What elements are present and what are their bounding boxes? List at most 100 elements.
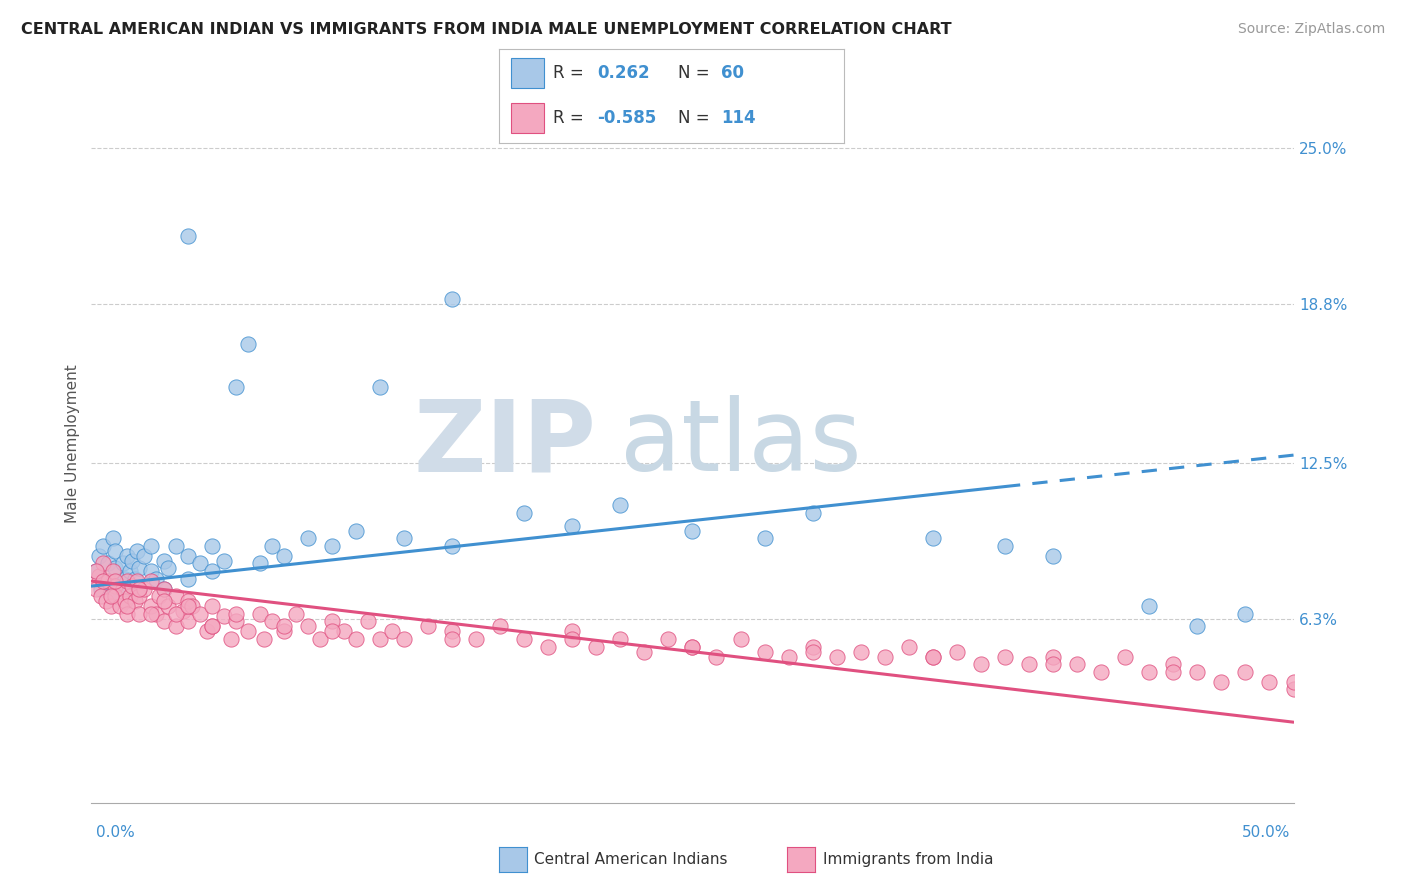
Point: [440, 539, 463, 553]
Point: [141, 539, 163, 553]
Point: [94, 574, 117, 588]
Point: [1042, 649, 1064, 664]
Point: [1090, 665, 1112, 679]
Point: [513, 506, 536, 520]
Point: [125, 544, 148, 558]
Point: [1137, 599, 1160, 614]
Point: [946, 645, 969, 659]
Point: [93, 539, 115, 553]
Point: [165, 607, 187, 621]
Point: [87, 569, 110, 583]
Text: 0.0%: 0.0%: [96, 825, 135, 840]
Bar: [512, 103, 544, 134]
Point: [1187, 619, 1209, 633]
Point: [212, 609, 235, 624]
Point: [117, 549, 139, 563]
Text: CENTRAL AMERICAN INDIAN VS IMMIGRANTS FROM INDIA MALE UNEMPLOYMENT CORRELATION C: CENTRAL AMERICAN INDIAN VS IMMIGRANTS FR…: [21, 22, 952, 37]
Point: [111, 582, 134, 596]
Point: [93, 557, 115, 571]
Point: [1161, 665, 1184, 679]
Point: [392, 531, 415, 545]
Point: [145, 572, 167, 586]
Text: Central American Indians: Central American Indians: [534, 853, 728, 867]
Point: [633, 645, 655, 659]
Text: N =: N =: [678, 64, 716, 82]
Point: [1066, 657, 1088, 672]
Text: ZIP: ZIP: [413, 395, 596, 492]
Point: [195, 624, 218, 639]
Point: [101, 564, 124, 578]
Point: [165, 589, 187, 603]
Point: [253, 632, 276, 646]
Point: [114, 594, 136, 608]
Point: [134, 582, 156, 596]
Point: [273, 619, 295, 633]
Point: [321, 539, 343, 553]
Point: [145, 607, 167, 621]
Point: [308, 632, 330, 646]
Point: [94, 594, 117, 608]
Point: [754, 531, 776, 545]
Point: [201, 599, 224, 614]
Bar: [512, 59, 544, 88]
Point: [93, 574, 115, 588]
Point: [585, 640, 607, 654]
Point: [152, 582, 174, 596]
Point: [212, 554, 235, 568]
Text: -0.585: -0.585: [598, 110, 657, 128]
Point: [134, 549, 156, 563]
Point: [152, 582, 174, 596]
Point: [609, 499, 631, 513]
Point: [1234, 607, 1257, 621]
Point: [897, 640, 920, 654]
Point: [101, 531, 124, 545]
Point: [118, 564, 141, 578]
Point: [236, 337, 259, 351]
Point: [922, 649, 945, 664]
Point: [825, 649, 848, 664]
Point: [849, 645, 872, 659]
Point: [344, 632, 367, 646]
Point: [321, 615, 343, 629]
Point: [188, 607, 211, 621]
Point: [1234, 665, 1257, 679]
Point: [368, 380, 391, 394]
Text: R =: R =: [553, 64, 589, 82]
Point: [165, 539, 187, 553]
Point: [1161, 657, 1184, 672]
Point: [609, 632, 631, 646]
Point: [260, 615, 283, 629]
Point: [124, 594, 146, 608]
Point: [801, 506, 824, 520]
Point: [1282, 674, 1305, 689]
Point: [128, 561, 150, 575]
Point: [922, 531, 945, 545]
Point: [284, 607, 307, 621]
Point: [152, 594, 174, 608]
Point: [681, 640, 703, 654]
Point: [118, 589, 141, 603]
Point: [201, 619, 224, 633]
Point: [321, 624, 343, 639]
Text: 60: 60: [721, 64, 744, 82]
Point: [260, 539, 283, 553]
Point: [219, 632, 242, 646]
Point: [152, 615, 174, 629]
Point: [1018, 657, 1040, 672]
Point: [84, 564, 107, 578]
Point: [104, 574, 127, 588]
Text: 50.0%: 50.0%: [1243, 825, 1291, 840]
Point: [970, 657, 993, 672]
Point: [97, 574, 120, 588]
Point: [100, 589, 122, 603]
Point: [172, 604, 194, 618]
Point: [104, 561, 127, 575]
Point: [87, 549, 110, 563]
Point: [188, 557, 211, 571]
Point: [90, 582, 112, 596]
Point: [114, 572, 136, 586]
Point: [121, 579, 143, 593]
Point: [157, 599, 180, 614]
Point: [176, 615, 198, 629]
Point: [128, 582, 150, 596]
